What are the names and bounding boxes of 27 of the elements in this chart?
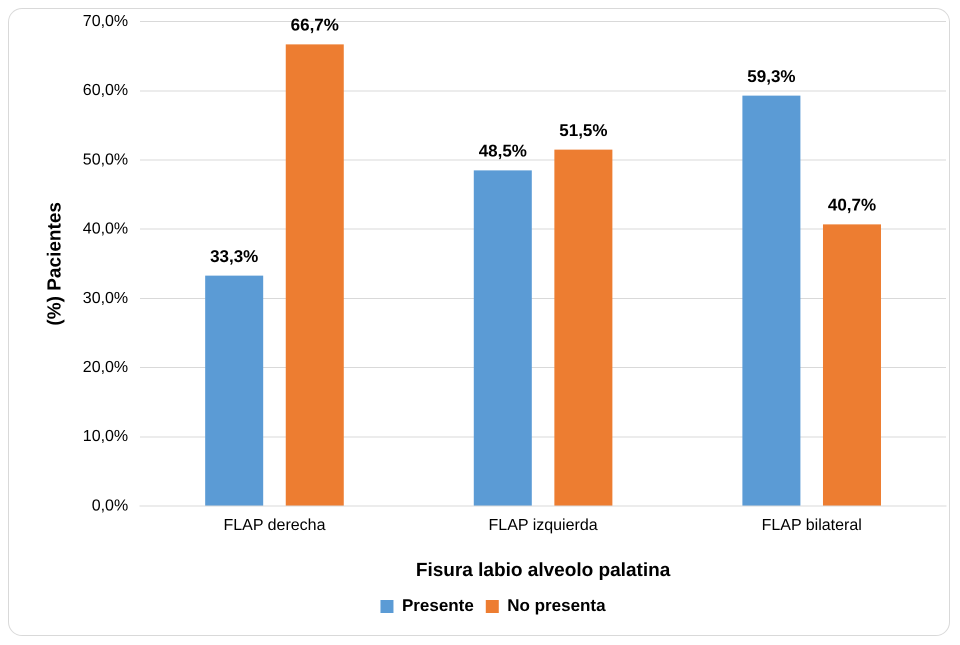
bar xyxy=(474,170,532,506)
y-tick-label: 10,0% xyxy=(82,428,128,446)
y-tick-label: 40,0% xyxy=(82,220,128,238)
x-axis-title: Fisura labio alveolo palatina xyxy=(416,560,671,581)
data-label: 33,3% xyxy=(210,246,258,266)
y-tick-label: 70,0% xyxy=(82,13,128,30)
data-label: 48,5% xyxy=(478,142,527,161)
bar xyxy=(554,150,612,506)
bar xyxy=(742,96,800,506)
y-tick-label: 50,0% xyxy=(82,151,128,168)
data-label: 51,5% xyxy=(559,120,608,140)
legend-label: Presente xyxy=(402,596,474,616)
y-axis-title: (%) Pacientes xyxy=(44,202,66,326)
bar xyxy=(822,224,881,506)
x-tick-label: FLAP derecha xyxy=(223,517,326,534)
data-label: 40,7% xyxy=(828,196,876,215)
data-label: 66,7% xyxy=(290,16,339,35)
legend-label: No presenta xyxy=(507,596,606,616)
y-tick-label: 20,0% xyxy=(82,359,128,376)
data-label: 59,3% xyxy=(747,66,796,86)
x-tick-label: FLAP bilateral xyxy=(762,517,862,534)
y-tick-label: 30,0% xyxy=(82,290,128,307)
y-tick-label: 60,0% xyxy=(82,82,128,100)
x-tick-label: FLAP izquierda xyxy=(488,517,598,534)
y-tick-label: 0,0% xyxy=(92,497,128,514)
bar xyxy=(205,276,264,506)
bar xyxy=(286,44,344,506)
